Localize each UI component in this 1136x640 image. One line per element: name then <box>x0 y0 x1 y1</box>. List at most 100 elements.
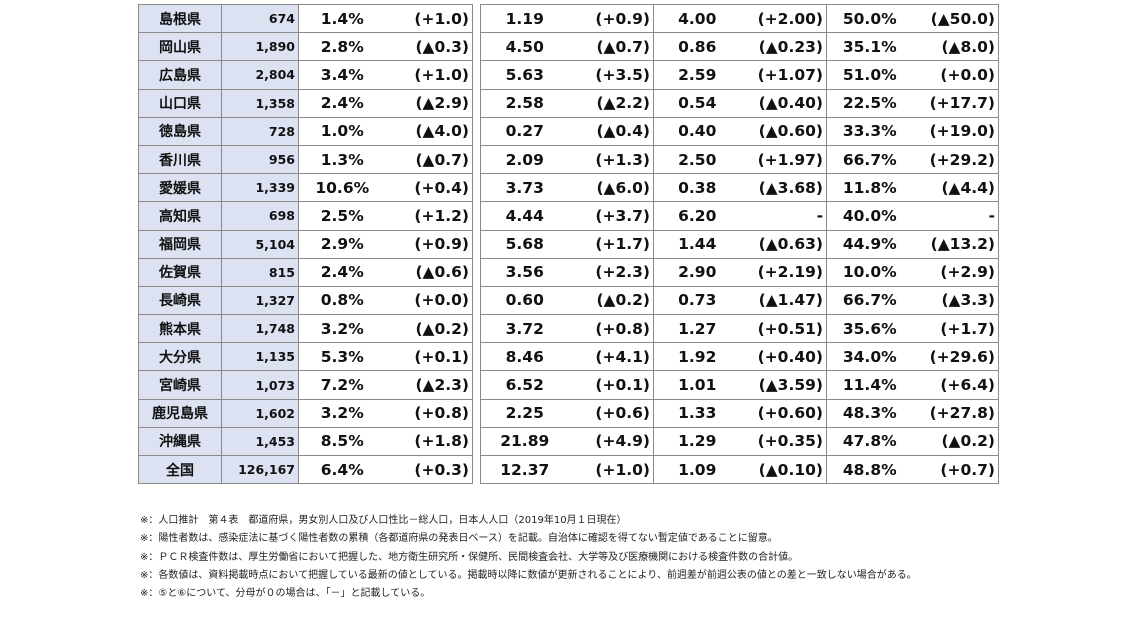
value-cell: 8.46 <box>480 342 569 372</box>
prefecture-name-cell: 徳島県 <box>138 116 222 146</box>
value-cell: 4.44 <box>480 201 569 231</box>
weekly-diff-cell: (▲50.0) <box>912 3 999 34</box>
value-cell: 1.44 <box>653 229 741 259</box>
column-gap <box>472 117 481 146</box>
table-row: 宮崎県 1,073 7.2% (▲2.3) 6.52 (+0.1) 1.01 (▲3.59) 1… <box>138 370 999 400</box>
value-cell: 0.27 <box>480 116 569 146</box>
column-gap <box>472 60 481 90</box>
weekly-diff-cell: (▲3.59) <box>740 370 827 400</box>
column-gap <box>472 455 481 484</box>
weekly-diff-cell: (▲4.4) <box>912 173 999 203</box>
prefecture-name-cell: 島根県 <box>138 3 222 34</box>
weekly-diff-cell: (▲3.3) <box>912 285 999 316</box>
population-cell: 1,890 <box>221 32 299 62</box>
weekly-diff-cell: (▲0.2) <box>912 426 999 457</box>
column-gap <box>472 286 481 315</box>
column-gap <box>472 4 481 33</box>
weekly-diff-cell: (+17.7) <box>912 88 999 118</box>
weekly-diff-cell: (+1.97) <box>740 144 827 175</box>
value-cell: 21.89 <box>480 426 569 457</box>
value-cell: 0.8% <box>298 285 386 316</box>
value-cell: 4.50 <box>480 32 569 62</box>
value-cell: 33.3% <box>826 116 913 146</box>
value-cell: 0.40 <box>653 116 741 146</box>
column-gap <box>472 427 481 456</box>
weekly-diff-cell: (+3.5) <box>568 60 654 90</box>
weekly-diff-cell: (+29.6) <box>912 342 999 372</box>
value-cell: 1.29 <box>653 426 741 457</box>
value-cell: 1.0% <box>298 116 386 146</box>
value-cell: 2.4% <box>298 88 386 118</box>
weekly-diff-cell: (▲0.3) <box>385 32 473 62</box>
population-cell: 1,453 <box>221 426 299 457</box>
value-cell: 1.19 <box>480 3 569 34</box>
prefecture-name-cell: 熊本県 <box>138 314 222 344</box>
table-row: 広島県 2,804 3.4% (+1.0) 5.63 (+3.5) 2.59 (+1.07) 5… <box>138 60 999 90</box>
prefecture-name-cell: 福岡県 <box>138 229 222 259</box>
table-row: 熊本県 1,748 3.2% (▲0.2) 3.72 (+0.8) 1.27 (+0.51) 3… <box>138 314 999 344</box>
value-cell: 3.4% <box>298 60 386 90</box>
column-gap <box>472 399 481 428</box>
value-cell: 3.72 <box>480 314 569 344</box>
prefecture-name-cell: 山口県 <box>138 88 222 118</box>
footnote: ※：⑤と⑥について、分母が０の場合は、「－」と記載している。 <box>140 588 431 600</box>
prefecture-name-cell: 全国 <box>138 454 222 485</box>
value-cell: 11.4% <box>826 370 913 400</box>
weekly-diff-cell: (▲0.10) <box>740 454 827 485</box>
weekly-diff-cell: (▲0.2) <box>385 314 473 344</box>
column-gap <box>472 230 481 259</box>
weekly-diff-cell: (+0.9) <box>385 229 473 259</box>
value-cell: 2.8% <box>298 32 386 62</box>
value-cell: 48.3% <box>826 398 913 428</box>
weekly-diff-cell: (+1.7) <box>912 314 999 344</box>
weekly-diff-cell: (+0.35) <box>740 426 827 457</box>
value-cell: 66.7% <box>826 285 913 316</box>
weekly-diff-cell: (+2.00) <box>740 3 827 34</box>
value-cell: 1.3% <box>298 144 386 175</box>
value-cell: 40.0% <box>826 201 913 231</box>
value-cell: 1.33 <box>653 398 741 428</box>
population-cell: 1,073 <box>221 370 299 400</box>
weekly-diff-cell: (+1.2) <box>385 201 473 231</box>
table-row: 佐賀県 815 2.4% (▲0.6) 3.56 (+2.3) 2.90 (+2.19) 10.… <box>138 257 999 287</box>
value-cell: 2.58 <box>480 88 569 118</box>
value-cell: 44.9% <box>826 229 913 259</box>
table-row: 高知県 698 2.5% (+1.2) 4.44 (+3.7) 6.20-40.0% - <box>138 201 999 231</box>
weekly-diff-cell: - <box>740 201 827 231</box>
value-cell: 5.68 <box>480 229 569 259</box>
population-cell: 674 <box>221 3 299 34</box>
footnote: ※：ＰＣＲ検査件数は、厚生労働省において把握した、地方衛生研究所・保健所、民間検… <box>140 551 799 563</box>
population-cell: 1,339 <box>221 173 299 203</box>
value-cell: 10.0% <box>826 257 913 287</box>
value-cell: 3.2% <box>298 314 386 344</box>
value-cell: 5.63 <box>480 60 569 90</box>
population-cell: 1,135 <box>221 342 299 372</box>
population-cell: 1,602 <box>221 398 299 428</box>
weekly-diff-cell: (+0.40) <box>740 342 827 372</box>
value-cell: 2.9% <box>298 229 386 259</box>
value-cell: 1.27 <box>653 314 741 344</box>
column-gap <box>472 32 481 61</box>
weekly-diff-cell: (+29.2) <box>912 144 999 175</box>
weekly-diff-cell: (+1.0) <box>385 3 473 34</box>
population-cell: 1,327 <box>221 285 299 316</box>
table-row: 長崎県 1,327 0.8% (+0.0) 0.60 (▲0.2) 0.73 (▲1.47) 6… <box>138 285 999 316</box>
value-cell: 0.73 <box>653 285 741 316</box>
value-cell: 35.1% <box>826 32 913 62</box>
value-cell: 66.7% <box>826 144 913 175</box>
value-cell: 1.01 <box>653 370 741 400</box>
value-cell: 7.2% <box>298 370 386 400</box>
weekly-diff-cell: (▲0.4) <box>568 116 654 146</box>
value-cell: 51.0% <box>826 60 913 90</box>
table-row: 山口県 1,358 2.4% (▲2.9) 2.58 (▲2.2) 0.54 (▲0.40) 2… <box>138 88 999 118</box>
footnote: ※：人口推計 第４表 都道府県，男女別人口及び人口性比－総人口，日本人人口（20… <box>140 515 627 526</box>
prefecture-name-cell: 愛媛県 <box>138 173 222 203</box>
value-cell: 2.4% <box>298 257 386 287</box>
population-cell: 815 <box>221 257 299 287</box>
weekly-diff-cell: (▲2.3) <box>385 370 473 400</box>
value-cell: 3.73 <box>480 173 569 203</box>
weekly-diff-cell: (+6.4) <box>912 370 999 400</box>
weekly-diff-cell: - <box>912 201 999 231</box>
value-cell: 48.8% <box>826 454 913 485</box>
weekly-diff-cell: (+0.3) <box>385 454 473 485</box>
